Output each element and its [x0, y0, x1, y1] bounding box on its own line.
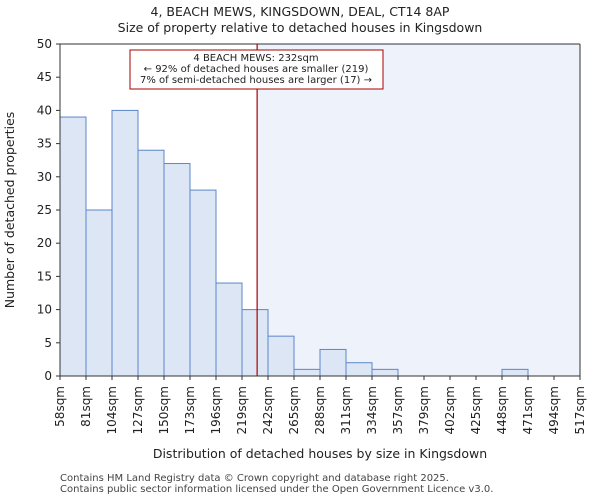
y-tick-label: 10 [37, 303, 52, 317]
bar [85, 209, 113, 377]
x-tick-label: 471sqm [521, 386, 535, 434]
bar [501, 368, 529, 377]
y-tick-label: 35 [37, 137, 52, 151]
bar [345, 362, 373, 377]
x-tick-label: 104sqm [105, 386, 119, 434]
bar [319, 348, 347, 377]
y-tick-label: 25 [37, 203, 52, 217]
bar [163, 163, 191, 377]
bar [293, 368, 321, 377]
x-tick-label: 517sqm [573, 386, 587, 434]
y-tick-label: 50 [37, 37, 52, 51]
highlight-region [257, 44, 580, 376]
x-tick-label: 242sqm [261, 386, 275, 434]
x-tick-label: 81sqm [79, 386, 93, 427]
bar [189, 189, 217, 377]
bar [267, 335, 295, 377]
x-tick-label: 334sqm [365, 386, 379, 434]
x-tick-label: 379sqm [417, 386, 431, 434]
x-tick-label: 265sqm [287, 386, 301, 434]
x-tick-label: 150sqm [157, 386, 171, 434]
annotation-box [129, 49, 384, 90]
bar [241, 309, 269, 377]
y-tick-label: 40 [37, 103, 52, 117]
bar [111, 109, 139, 377]
footer-licence: Contains public sector information licen… [60, 484, 494, 495]
x-tick-label: 219sqm [235, 386, 249, 434]
bar [137, 149, 165, 377]
x-tick-label: 127sqm [131, 386, 145, 434]
chart-subtitle: Size of property relative to detached ho… [117, 20, 483, 35]
y-tick-label: 30 [37, 170, 52, 184]
x-tick-label: 196sqm [209, 386, 223, 434]
chart-title: 4, BEACH MEWS, KINGSDOWN, DEAL, CT14 8AP [150, 4, 450, 19]
y-tick-label: 20 [37, 236, 52, 250]
y-tick-label: 45 [37, 70, 52, 84]
bar [59, 116, 87, 377]
x-tick-label: 58sqm [53, 386, 67, 427]
y-tick-label: 0 [44, 369, 52, 383]
x-tick-label: 173sqm [183, 386, 197, 434]
annotation-line: 4 BEACH MEWS: 232sqm [193, 53, 318, 64]
y-tick-label: 5 [44, 336, 52, 350]
x-tick-label: 402sqm [443, 386, 457, 434]
annotation-line: ← 92% of detached houses are smaller (21… [144, 64, 369, 75]
bar [215, 282, 243, 377]
y-tick-label: 15 [37, 269, 52, 283]
x-tick-label: 288sqm [313, 386, 327, 434]
footer-copyright: Contains HM Land Registry data © Crown c… [60, 473, 449, 484]
x-tick-label: 425sqm [469, 386, 483, 434]
bar [371, 368, 399, 377]
x-tick-label: 357sqm [391, 386, 405, 434]
annotation-line: 7% of semi-detached houses are larger (1… [140, 75, 372, 86]
x-axis-title: Distribution of detached houses by size … [153, 446, 487, 461]
y-axis-title: Number of detached properties [2, 112, 17, 309]
x-tick-label: 311sqm [339, 386, 353, 434]
x-tick-label: 494sqm [547, 386, 561, 434]
x-tick-label: 448sqm [495, 386, 509, 434]
